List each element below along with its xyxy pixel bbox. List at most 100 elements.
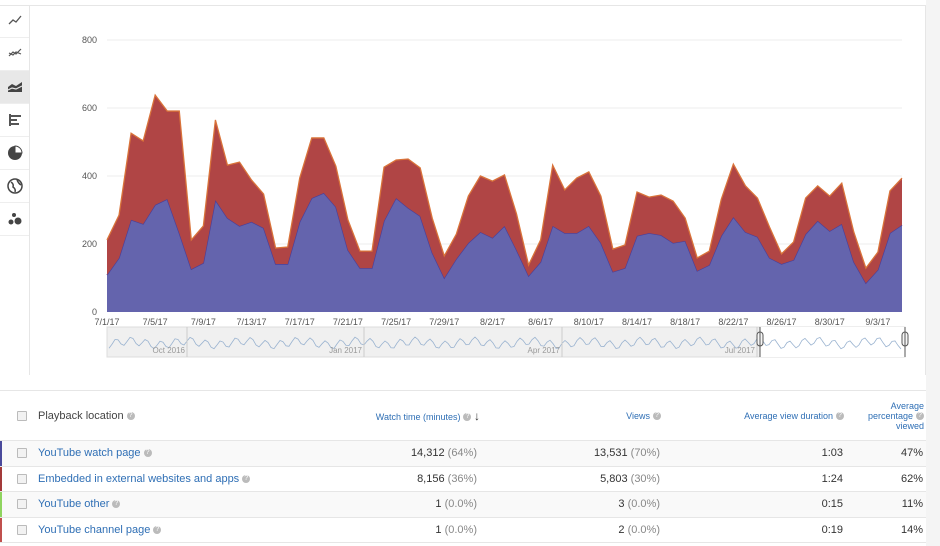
x-tick-label: 9/3/17 <box>865 317 890 327</box>
location-link[interactable]: Embedded in external websites and apps <box>38 472 240 485</box>
series-color-bar <box>0 492 2 517</box>
globe-map-button[interactable] <box>0 170 29 203</box>
series-color-bar <box>0 517 2 542</box>
line-chart-button[interactable] <box>0 5 29 38</box>
avg-percentage-cell: 11% <box>901 498 923 511</box>
line-chart-icon <box>8 15 21 25</box>
x-tick-label: 7/17/17 <box>285 317 315 327</box>
sort-down-arrow-icon[interactable]: ↓ <box>474 408 480 423</box>
table-row: YouTube watch page? 14,312 (64%) 13,531 … <box>0 441 926 467</box>
views-cell: 2 (0.0%) <box>618 523 660 536</box>
scrollbar[interactable] <box>926 0 940 546</box>
table-row: YouTube other? 1 (0.0%) 3 (0.0%) 0:15 11… <box>0 492 926 518</box>
x-tick-label: 8/26/17 <box>767 317 797 327</box>
stacked-area-chart-button[interactable] <box>0 71 29 104</box>
pie-chart-icon <box>7 145 23 160</box>
header-avg-view-duration[interactable]: Average view duration? <box>661 411 844 421</box>
avg-duration-cell: 0:15 <box>821 498 843 511</box>
x-tick-label: 8/2/17 <box>480 317 505 327</box>
help-icon[interactable]: ? <box>463 413 472 422</box>
views-cell: 5,803 (30%) <box>600 472 660 485</box>
navigator-label: Apr 2017 <box>528 346 561 355</box>
stacked-area-chart-icon <box>7 82 22 92</box>
y-tick-label: 800 <box>82 35 97 45</box>
bar-chart-icon <box>8 114 21 126</box>
navigator-label: Oct 2016 <box>153 346 186 355</box>
row-checkbox[interactable] <box>17 473 27 484</box>
series-line-1 <box>106 93 903 270</box>
help-icon[interactable]: ? <box>153 525 162 534</box>
watch-time-cell: 14,312 (64%) <box>410 447 477 460</box>
header-playback-location: Playback location <box>38 409 124 422</box>
x-tick-label: 7/13/17 <box>237 317 267 327</box>
location-link[interactable]: YouTube other <box>38 498 110 511</box>
bubble-chart-button[interactable] <box>0 203 29 236</box>
y-tick-label: 0 <box>92 307 97 317</box>
location-link[interactable]: YouTube channel page <box>38 523 151 536</box>
navigator-selected-range <box>760 327 905 357</box>
x-tick-label: 7/29/17 <box>429 317 459 327</box>
select-all-checkbox[interactable] <box>17 410 27 421</box>
views-cell: 3 (0.0%) <box>618 498 660 511</box>
multi-line-chart-button[interactable] <box>0 38 29 71</box>
location-link[interactable]: YouTube watch page <box>38 447 141 460</box>
table-row: YouTube channel page? 1 (0.0%) 2 (0.0%) … <box>0 517 926 543</box>
avg-duration-cell: 0:19 <box>821 523 843 536</box>
help-icon[interactable]: ? <box>836 412 844 421</box>
navigator-label: Jan 2017 <box>329 346 362 355</box>
header-watch-time[interactable]: Watch time (minutes)? ↓ <box>375 408 480 423</box>
series-color-bar <box>0 466 2 491</box>
x-tick-label: 7/21/17 <box>333 317 363 327</box>
x-tick-label: 8/30/17 <box>815 317 845 327</box>
playback-location-table: Playback location? Watch time (minutes)?… <box>0 390 926 543</box>
table-header: Playback location? Watch time (minutes)?… <box>0 391 926 441</box>
avg-duration-cell: 1:24 <box>821 472 843 485</box>
pie-chart-button[interactable] <box>0 137 29 170</box>
watch-time-cell: 8,156 (36%) <box>417 472 477 485</box>
navigator-label: Jul 2017 <box>725 346 756 355</box>
help-icon[interactable]: ? <box>916 412 924 421</box>
header-avg-percentage-viewed[interactable]: Average percentage? viewed <box>867 400 924 431</box>
watch-time-cell: 1 (0.0%) <box>435 498 477 511</box>
globe-map-icon <box>6 178 23 194</box>
help-icon[interactable]: ? <box>126 411 135 420</box>
row-checkbox[interactable] <box>17 448 27 459</box>
chart-type-sidebar <box>0 5 30 375</box>
header-views[interactable]: Views? <box>480 411 661 421</box>
bubble-chart-icon <box>8 213 21 225</box>
x-tick-label: 7/1/17 <box>94 317 119 327</box>
help-icon[interactable]: ? <box>242 474 251 483</box>
table-row: Embedded in external websites and apps? … <box>0 466 926 492</box>
watch-time-cell: 1 (0.0%) <box>435 523 477 536</box>
top-divider <box>0 5 926 6</box>
x-tick-label: 8/22/17 <box>718 317 748 327</box>
navigator-sparkline <box>108 336 902 350</box>
row-checkbox[interactable] <box>17 524 27 535</box>
x-tick-label: 7/9/17 <box>191 317 216 327</box>
help-icon[interactable]: ? <box>143 449 152 458</box>
multi-line-chart-icon <box>8 48 21 57</box>
x-tick-label: 7/5/17 <box>143 317 168 327</box>
avg-percentage-cell: 14% <box>900 523 923 536</box>
help-icon[interactable]: ? <box>653 412 661 421</box>
stacked-area-chart: 0 200 400 600 800 7/1/17 7/5/17 7/9/17 7/13/17 7/… <box>82 35 909 358</box>
x-tick-label: 8/10/17 <box>574 317 604 327</box>
help-icon[interactable]: ? <box>112 500 121 509</box>
avg-duration-cell: 1:03 <box>821 447 843 460</box>
avg-percentage-cell: 47% <box>900 447 923 460</box>
bar-chart-button[interactable] <box>0 104 29 137</box>
row-checkbox[interactable] <box>17 499 27 510</box>
x-tick-label: 8/14/17 <box>622 317 652 327</box>
avg-percentage-cell: 62% <box>900 472 923 485</box>
chart-area: 0 200 400 600 800 7/1/17 7/5/17 7/9/17 7/13/17 7/… <box>30 5 926 375</box>
views-cell: 13,531 (70%) <box>593 447 660 460</box>
series-color-bar <box>0 441 2 466</box>
y-tick-label: 200 <box>82 239 97 249</box>
area-series-0 <box>107 193 902 312</box>
x-tick-label: 7/25/17 <box>381 317 411 327</box>
area-series-1 <box>107 95 902 284</box>
x-tick-label: 8/6/17 <box>528 317 553 327</box>
x-tick-label: 8/18/17 <box>670 317 700 327</box>
y-tick-label: 400 <box>82 171 97 181</box>
y-tick-label: 600 <box>82 103 97 113</box>
